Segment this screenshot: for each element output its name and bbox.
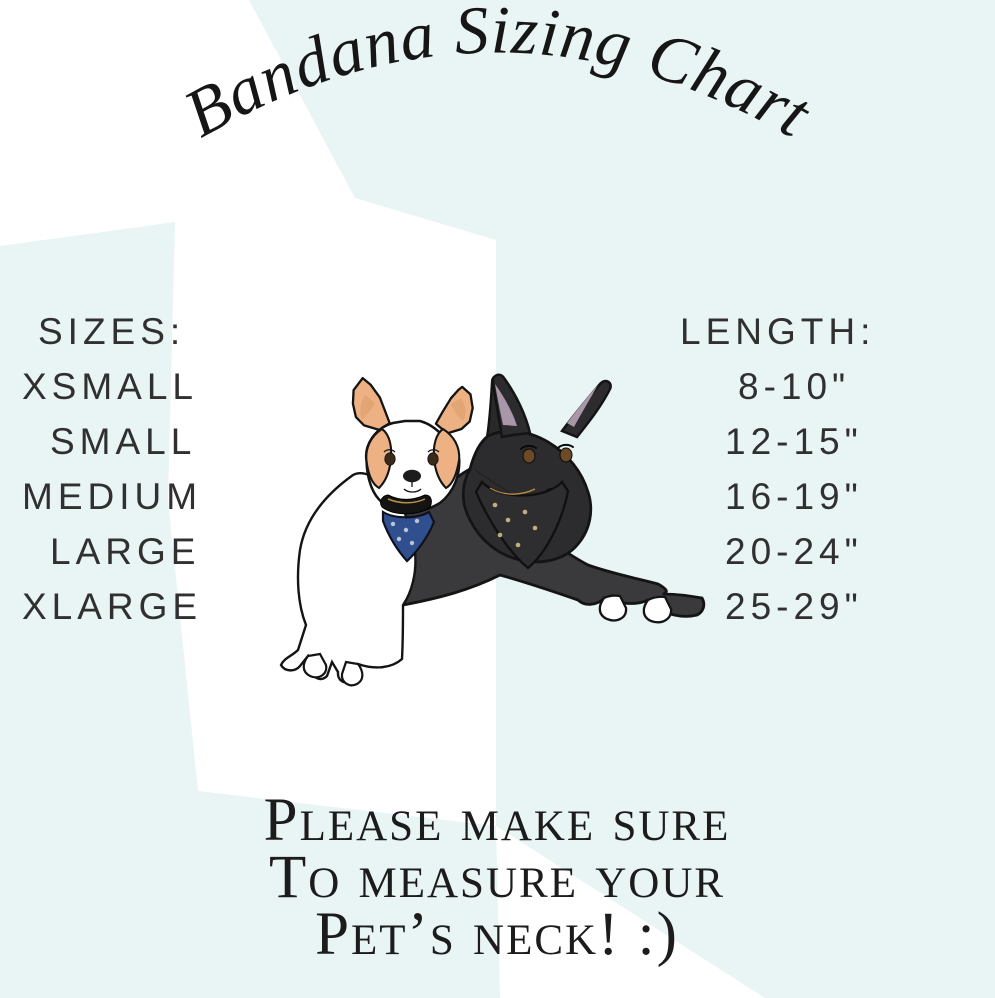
svg-text:MEDIUM: MEDIUM xyxy=(22,476,202,517)
svg-text:25-29": 25-29" xyxy=(725,586,863,627)
svg-text:12-15": 12-15" xyxy=(725,421,863,462)
svg-text:LARGE: LARGE xyxy=(50,531,200,572)
svg-text:LENGTH:: LENGTH: xyxy=(680,311,875,352)
svg-text:20-24": 20-24" xyxy=(725,531,863,572)
svg-text:Pet’s neck! :): Pet’s neck! :) xyxy=(315,901,679,968)
svg-text:XSMALL: XSMALL xyxy=(22,366,198,407)
svg-text:SMALL: SMALL xyxy=(50,421,196,462)
svg-text:XLARGE: XLARGE xyxy=(22,586,202,627)
svg-text:SIZES:: SIZES: xyxy=(38,311,185,352)
svg-text:8-10": 8-10" xyxy=(738,366,850,407)
svg-text:16-19": 16-19" xyxy=(725,476,863,517)
